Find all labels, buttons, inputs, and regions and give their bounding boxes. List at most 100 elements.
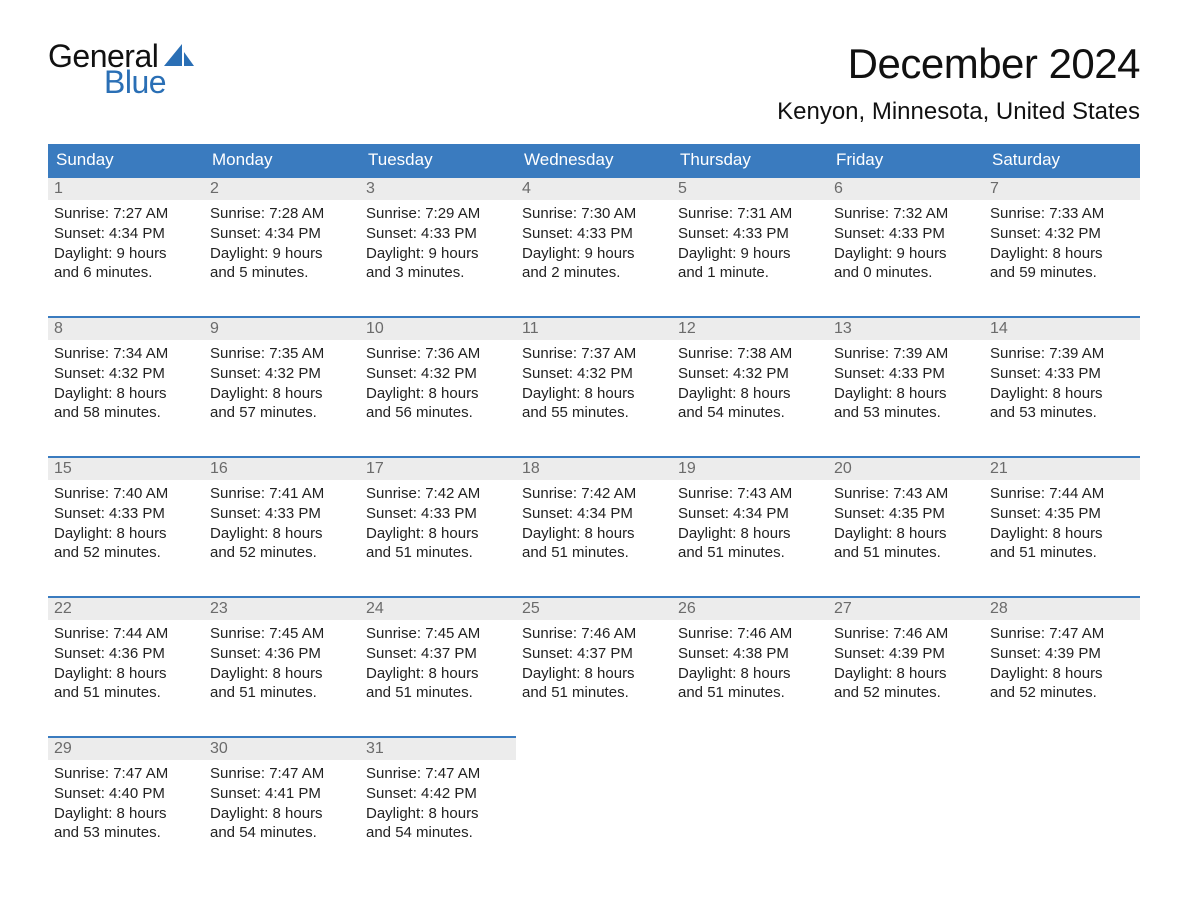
sunset-text: Sunset: 4:32 PM (54, 364, 198, 384)
daylight-line2: and 51 minutes. (54, 683, 198, 703)
sunset-text: Sunset: 4:36 PM (54, 644, 198, 664)
week-spacer (48, 724, 1140, 736)
day-number: 8 (48, 316, 204, 340)
sunset-text: Sunset: 4:36 PM (210, 644, 354, 664)
day-details: Sunrise: 7:34 AMSunset: 4:32 PMDaylight:… (48, 340, 204, 429)
day-number: 29 (48, 736, 204, 760)
day-number: 22 (48, 596, 204, 620)
calendar-cell: 8Sunrise: 7:34 AMSunset: 4:32 PMDaylight… (48, 316, 204, 444)
sunrise-text: Sunrise: 7:39 AM (990, 344, 1134, 364)
logo: General Blue (48, 40, 194, 98)
sunrise-text: Sunrise: 7:46 AM (522, 624, 666, 644)
daylight-line1: Daylight: 8 hours (366, 804, 510, 824)
sunrise-text: Sunrise: 7:40 AM (54, 484, 198, 504)
calendar-week-row: 15Sunrise: 7:40 AMSunset: 4:33 PMDayligh… (48, 456, 1140, 584)
calendar-cell (828, 736, 984, 864)
sunrise-text: Sunrise: 7:46 AM (678, 624, 822, 644)
day-details: Sunrise: 7:38 AMSunset: 4:32 PMDaylight:… (672, 340, 828, 429)
day-details: Sunrise: 7:43 AMSunset: 4:35 PMDaylight:… (828, 480, 984, 569)
daylight-line1: Daylight: 8 hours (522, 524, 666, 544)
day-details: Sunrise: 7:46 AMSunset: 4:38 PMDaylight:… (672, 620, 828, 709)
day-details: Sunrise: 7:45 AMSunset: 4:37 PMDaylight:… (360, 620, 516, 709)
calendar-cell: 24Sunrise: 7:45 AMSunset: 4:37 PMDayligh… (360, 596, 516, 724)
day-details: Sunrise: 7:27 AMSunset: 4:34 PMDaylight:… (48, 200, 204, 289)
day-number: 30 (204, 736, 360, 760)
sunrise-text: Sunrise: 7:35 AM (210, 344, 354, 364)
week-spacer (48, 304, 1140, 316)
sunrise-text: Sunrise: 7:39 AM (834, 344, 978, 364)
daylight-line1: Daylight: 9 hours (54, 244, 198, 264)
day-number: 19 (672, 456, 828, 480)
daylight-line2: and 52 minutes. (210, 543, 354, 563)
calendar-cell: 4Sunrise: 7:30 AMSunset: 4:33 PMDaylight… (516, 176, 672, 304)
daylight-line1: Daylight: 8 hours (366, 664, 510, 684)
daylight-line2: and 55 minutes. (522, 403, 666, 423)
day-details: Sunrise: 7:28 AMSunset: 4:34 PMDaylight:… (204, 200, 360, 289)
sunrise-text: Sunrise: 7:45 AM (210, 624, 354, 644)
sunset-text: Sunset: 4:32 PM (366, 364, 510, 384)
day-details: Sunrise: 7:37 AMSunset: 4:32 PMDaylight:… (516, 340, 672, 429)
day-details: Sunrise: 7:35 AMSunset: 4:32 PMDaylight:… (204, 340, 360, 429)
sunset-text: Sunset: 4:39 PM (990, 644, 1134, 664)
day-details: Sunrise: 7:45 AMSunset: 4:36 PMDaylight:… (204, 620, 360, 709)
sunset-text: Sunset: 4:38 PM (678, 644, 822, 664)
sunrise-text: Sunrise: 7:33 AM (990, 204, 1134, 224)
daylight-line2: and 53 minutes. (54, 823, 198, 843)
sunrise-text: Sunrise: 7:34 AM (54, 344, 198, 364)
day-details: Sunrise: 7:39 AMSunset: 4:33 PMDaylight:… (984, 340, 1140, 429)
day-number: 11 (516, 316, 672, 340)
calendar-cell: 29Sunrise: 7:47 AMSunset: 4:40 PMDayligh… (48, 736, 204, 864)
daylight-line1: Daylight: 9 hours (366, 244, 510, 264)
day-number: 16 (204, 456, 360, 480)
daylight-line2: and 5 minutes. (210, 263, 354, 283)
day-number: 20 (828, 456, 984, 480)
daylight-line2: and 2 minutes. (522, 263, 666, 283)
daylight-line2: and 1 minute. (678, 263, 822, 283)
sunset-text: Sunset: 4:33 PM (990, 364, 1134, 384)
week-spacer (48, 584, 1140, 596)
day-details: Sunrise: 7:43 AMSunset: 4:34 PMDaylight:… (672, 480, 828, 569)
sunset-text: Sunset: 4:41 PM (210, 784, 354, 804)
day-number: 24 (360, 596, 516, 620)
day-details: Sunrise: 7:42 AMSunset: 4:33 PMDaylight:… (360, 480, 516, 569)
day-number: 28 (984, 596, 1140, 620)
sunrise-text: Sunrise: 7:42 AM (366, 484, 510, 504)
calendar-cell: 7Sunrise: 7:33 AMSunset: 4:32 PMDaylight… (984, 176, 1140, 304)
daylight-line1: Daylight: 8 hours (54, 804, 198, 824)
sunrise-text: Sunrise: 7:32 AM (834, 204, 978, 224)
calendar-week-row: 8Sunrise: 7:34 AMSunset: 4:32 PMDaylight… (48, 316, 1140, 444)
day-number: 18 (516, 456, 672, 480)
day-number: 17 (360, 456, 516, 480)
sunset-text: Sunset: 4:33 PM (366, 504, 510, 524)
calendar-body: 1Sunrise: 7:27 AMSunset: 4:34 PMDaylight… (48, 176, 1140, 864)
day-number: 4 (516, 176, 672, 200)
day-details: Sunrise: 7:41 AMSunset: 4:33 PMDaylight:… (204, 480, 360, 569)
day-details: Sunrise: 7:33 AMSunset: 4:32 PMDaylight:… (984, 200, 1140, 289)
daylight-line2: and 6 minutes. (54, 263, 198, 283)
daylight-line2: and 51 minutes. (522, 543, 666, 563)
calendar-cell: 27Sunrise: 7:46 AMSunset: 4:39 PMDayligh… (828, 596, 984, 724)
calendar-cell (516, 736, 672, 864)
sunrise-text: Sunrise: 7:38 AM (678, 344, 822, 364)
day-details: Sunrise: 7:44 AMSunset: 4:35 PMDaylight:… (984, 480, 1140, 569)
sunrise-text: Sunrise: 7:41 AM (210, 484, 354, 504)
month-title: December 2024 (777, 40, 1140, 88)
daylight-line1: Daylight: 8 hours (366, 384, 510, 404)
sunset-text: Sunset: 4:34 PM (210, 224, 354, 244)
calendar-cell: 22Sunrise: 7:44 AMSunset: 4:36 PMDayligh… (48, 596, 204, 724)
daylight-line1: Daylight: 8 hours (210, 384, 354, 404)
daylight-line1: Daylight: 8 hours (678, 524, 822, 544)
daylight-line2: and 54 minutes. (678, 403, 822, 423)
day-details: Sunrise: 7:47 AMSunset: 4:42 PMDaylight:… (360, 760, 516, 849)
daylight-line1: Daylight: 8 hours (678, 664, 822, 684)
sunrise-text: Sunrise: 7:27 AM (54, 204, 198, 224)
day-number: 10 (360, 316, 516, 340)
column-header: Sunday (48, 144, 204, 176)
calendar-cell: 12Sunrise: 7:38 AMSunset: 4:32 PMDayligh… (672, 316, 828, 444)
daylight-line2: and 51 minutes. (366, 683, 510, 703)
daylight-line1: Daylight: 8 hours (834, 664, 978, 684)
sunrise-text: Sunrise: 7:43 AM (678, 484, 822, 504)
day-number: 5 (672, 176, 828, 200)
day-details: Sunrise: 7:36 AMSunset: 4:32 PMDaylight:… (360, 340, 516, 429)
daylight-line2: and 51 minutes. (210, 683, 354, 703)
